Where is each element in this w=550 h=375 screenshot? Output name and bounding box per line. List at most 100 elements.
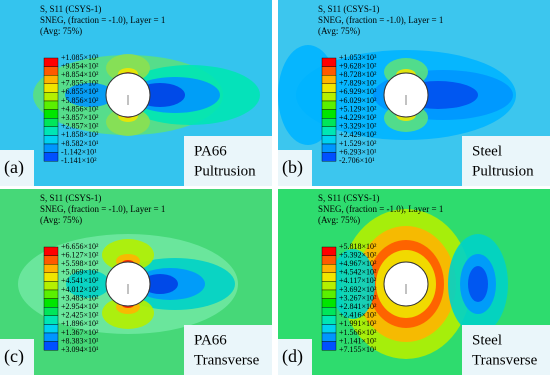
legend-value: +8.854×10² (61, 70, 99, 79)
legend-header: (Avg: 75%) (40, 26, 82, 36)
legend-header: SNEG, (fraction = -1.0), Layer = 1 (40, 15, 165, 25)
legend-value: +2.429×10² (339, 130, 377, 139)
legend-swatch (43, 92, 59, 102)
legend-value: +1.141×10² (339, 336, 377, 345)
legend-swatch (43, 117, 59, 127)
legend-value: +3.483×10² (61, 293, 99, 302)
legend-swatch (321, 57, 337, 67)
legend-value: +3.094×10¹ (61, 345, 99, 354)
legend-value: +2.954×10² (61, 302, 99, 311)
legend-value: +1.566×10² (339, 328, 377, 337)
legend-swatch (43, 143, 59, 153)
legend-value: +3.267×10² (339, 293, 377, 302)
legend-value: +6.293×10¹ (339, 147, 377, 156)
legend-value: +6.656×10² (61, 242, 99, 251)
panel-tag: (d) (282, 346, 303, 367)
legend-swatch (43, 83, 59, 93)
legend-swatch (321, 263, 337, 273)
legend-value: +5.069×10² (61, 268, 99, 277)
legend-swatch (43, 57, 59, 67)
legend-swatch (321, 289, 337, 299)
legend-swatch (321, 332, 337, 342)
legend-header: S, S11 (CSYS-1) (40, 4, 101, 14)
legend-value: +5.856×10² (61, 96, 99, 105)
legend-value: +2.841×10² (339, 302, 377, 311)
legend-value: +3.692×10² (339, 285, 377, 294)
caption-line: Steel (472, 143, 502, 159)
contour-band (66, 270, 110, 298)
caption-line: Transverse (472, 352, 538, 368)
legend-swatch (43, 315, 59, 325)
legend-swatch (321, 83, 337, 93)
legend-value: +5.129×10² (339, 104, 377, 113)
legend-value: +3.329×10² (339, 122, 377, 131)
legend-value: +6.855×10² (61, 87, 99, 96)
legend-header: S, S11 (CSYS-1) (318, 193, 379, 203)
caption-line: PA66 (194, 143, 227, 159)
legend-swatch (321, 126, 337, 136)
caption-line: Transverse (194, 352, 260, 368)
caption-line: Pultrusion (194, 163, 256, 179)
legend-value: +4.967×10² (339, 259, 377, 268)
legend-value: +7.829×10² (339, 79, 377, 88)
legend-swatch (321, 92, 337, 102)
legend-value: +7.855×10² (61, 79, 99, 88)
legend-swatch (43, 246, 59, 256)
legend-swatch (43, 255, 59, 265)
legend-value: +4.012×10² (61, 285, 99, 294)
panel-tag-box (278, 339, 312, 375)
legend-swatch (321, 341, 337, 351)
legend-value: +1.529×10² (339, 139, 377, 148)
legend-value: +1.053×10³ (339, 53, 377, 62)
legend-value: +6.029×10² (339, 96, 377, 105)
legend-swatch (321, 143, 337, 153)
caption-line: PA66 (194, 332, 227, 348)
legend-value: +1.085×10³ (61, 53, 99, 62)
legend-value: +1.858×10² (61, 130, 99, 139)
legend-swatch (321, 66, 337, 76)
legend-header: SNEG, (fraction = -1.0), Layer = 1 (318, 204, 443, 214)
legend-value: +2.857×10² (61, 122, 99, 131)
contour-band (142, 274, 178, 294)
legend-value: -1.142×10¹ (61, 147, 97, 156)
contour-band (331, 249, 375, 319)
legend-value: +4.542×10² (339, 268, 377, 277)
legend-header: (Avg: 75%) (318, 26, 360, 36)
legend-swatch (43, 74, 59, 84)
panel-tag: (c) (4, 346, 24, 367)
legend-value: +7.155×10¹ (339, 345, 377, 354)
legend-swatch (321, 246, 337, 256)
legend-header: (Avg: 75%) (318, 215, 360, 225)
legend-value: -2.706×10¹ (339, 156, 375, 165)
caption-line: Steel (472, 332, 502, 348)
legend-value: +9.854×10² (61, 61, 99, 70)
legend-value: +8.728×10² (339, 70, 377, 79)
caption-box (462, 325, 550, 375)
legend-swatch (43, 306, 59, 316)
legend-swatch (43, 341, 59, 351)
legend-value: +3.857×10² (61, 113, 99, 122)
legend-value: +6.127×10² (61, 250, 99, 259)
panel-tag-box (0, 150, 34, 186)
legend-value: -1.141×10² (61, 156, 97, 165)
panel-tag: (a) (4, 157, 24, 178)
legend-value: +6.929×10² (339, 87, 377, 96)
legend-swatch (43, 281, 59, 291)
contour-band (468, 266, 488, 302)
panel: S, S11 (CSYS-1)SNEG, (fraction = -1.0), … (0, 0, 272, 186)
legend-value: +4.117×10² (339, 276, 377, 285)
panel: S, S11 (CSYS-1)SNEG, (fraction = -1.0), … (278, 189, 550, 375)
legend-value: +9.628×10² (339, 61, 377, 70)
panel-tag: (b) (282, 157, 303, 178)
legend-header: S, S11 (CSYS-1) (40, 193, 101, 203)
legend-swatch (321, 272, 337, 282)
legend-value: +1.991×10² (339, 319, 377, 328)
panel-tag-box (278, 150, 312, 186)
legend-swatch (321, 117, 337, 127)
legend-swatch (43, 135, 59, 145)
legend-swatch (43, 126, 59, 136)
legend-swatch (321, 281, 337, 291)
legend-value: +5.392×10² (339, 250, 377, 259)
legend-swatch (321, 74, 337, 84)
legend-swatch (321, 298, 337, 308)
